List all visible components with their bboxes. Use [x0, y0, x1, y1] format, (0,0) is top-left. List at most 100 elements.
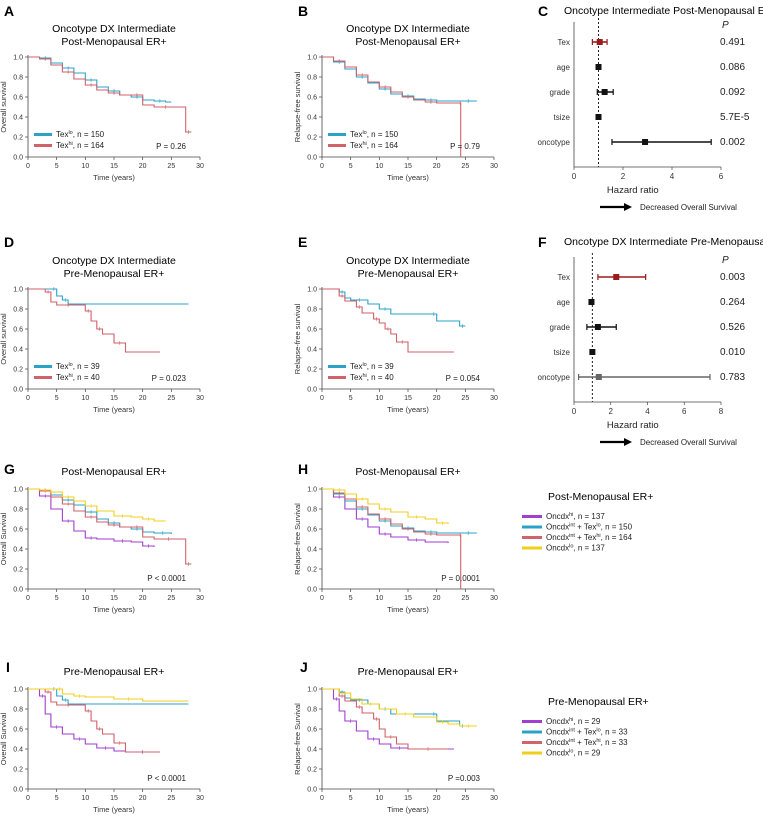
x-tick-label: 20 — [139, 795, 147, 802]
x-tick-label: 10 — [375, 795, 383, 802]
legend-entry-red-part: Tex — [56, 141, 68, 150]
row-label-Tex: Tex — [558, 38, 570, 47]
y-tick-label: 0.8 — [307, 507, 317, 514]
y-tick-label: 0.0 — [307, 155, 317, 162]
x-tick-label: 4 — [670, 172, 675, 181]
legend-entry-yellow-superscript: lo — [569, 544, 573, 550]
legend-entry-purple-superscript: hi — [569, 512, 573, 518]
chart-title: Post-Menopausal ER+ — [355, 466, 460, 478]
legend-entry-teal: Oncdxint + Texlo, n = 33 — [546, 728, 628, 737]
legend-entry-red-part: Tex — [584, 738, 596, 747]
panel-A: A Oncotype DX IntermediatePost-Menopausal… — [0, 3, 204, 182]
hr-point-oncotype — [595, 374, 602, 380]
y-tick-label: 0.0 — [307, 787, 317, 794]
km-curve-red — [322, 56, 462, 157]
x-tick-label: 15 — [110, 595, 118, 602]
chart-title-line1: Oncotype DX Intermediate — [52, 23, 176, 35]
legend-entry-yellow: Oncdxlo, n = 29 — [546, 749, 601, 758]
y-tick-label: 0.8 — [13, 307, 23, 314]
x-tick-label: 4 — [645, 407, 650, 416]
panel-label: B — [298, 3, 308, 19]
x-tick-label: 25 — [461, 595, 469, 602]
p-value-grade: 0.526 — [720, 322, 745, 333]
km-curve-yellow — [322, 488, 449, 524]
chart-title-line2: Pre-Menopausal ER+ — [64, 268, 165, 280]
x-axis-title: Hazard ratio — [607, 420, 659, 431]
legend-entry-teal-part: , n = 150 — [73, 130, 105, 139]
legend-entry-red: Oncdxint + Texhi, n = 164 — [546, 533, 633, 542]
legend-entry-teal-superscript: int — [569, 523, 575, 529]
p-value-tsize: 5.7E-5 — [720, 112, 750, 123]
y-tick-label: 1.0 — [307, 687, 317, 694]
legend-entry-purple-superscript: hi — [569, 717, 573, 723]
legend-entry-teal-part: , n = 39 — [73, 362, 100, 371]
legend-entry-red-superscript: hi — [68, 373, 72, 379]
x-tick-label: 5 — [349, 795, 353, 802]
panel-label: I — [6, 659, 10, 675]
legend-entry-yellow-part: Oncdx — [546, 544, 569, 553]
chart-title-line1: Oncotype DX Intermediate — [52, 255, 176, 267]
x-axis-title: Time (years) — [93, 405, 135, 414]
panel-J: J Pre-Menopausal ER+ 0 5 10 15 20 25 30 0.0 0.2 0.4… — [293, 659, 498, 814]
x-tick-label: 10 — [375, 395, 383, 402]
km-curve-yellow — [28, 688, 189, 702]
km-curve-red — [322, 488, 462, 589]
legend-title: Pre-Menopausal ER+ — [548, 696, 649, 708]
arrow-note: Decreased Overall Survival — [640, 438, 737, 447]
x-tick-label: 15 — [110, 395, 118, 402]
km-curve-red — [28, 56, 192, 133]
legend-entry-red: Oncdxint + Texhi, n = 33 — [546, 738, 628, 747]
x-tick-label: 0 — [320, 595, 324, 602]
y-axis-title: Overall Survival — [0, 512, 8, 565]
legend-IJ: Pre-Menopausal ER+Oncdxhi, n = 29Oncdxin… — [522, 696, 649, 758]
p-value: P = 0.26 — [156, 142, 186, 151]
x-tick-label: 2 — [621, 172, 626, 181]
p-header: P — [722, 20, 729, 31]
row-label-Tex: Tex — [558, 273, 570, 282]
legend-entry-red-superscript: hi — [362, 373, 366, 379]
p-value-grade: 0.092 — [720, 87, 745, 98]
chart-title: Oncotype DX Intermediate Pre-Menopausal … — [564, 236, 763, 248]
panel-H: H Post-Menopausal ER+ 0 5 10 15 20 25 30 0.0 0.2 0.… — [293, 461, 498, 614]
p-value-oncotype: 0.783 — [720, 372, 745, 383]
x-tick-label: 15 — [110, 163, 118, 170]
legend-entry-red: Texhi, n = 40 — [56, 373, 100, 382]
p-header: P — [722, 255, 729, 266]
arrow-note: Decreased Overall Survival — [640, 203, 737, 212]
y-tick-label: 0.6 — [307, 727, 317, 734]
legend-entry-teal-part: , n = 39 — [367, 362, 394, 371]
p-value-tsize: 0.010 — [720, 347, 745, 358]
km-curve-purple — [322, 688, 454, 750]
panel-label: A — [4, 3, 14, 19]
panel-label: D — [4, 234, 14, 250]
km-curve-red — [28, 288, 160, 353]
legend-entry-red: Texhi, n = 40 — [350, 373, 394, 382]
chart-title-line2: Post-Menopausal ER+ — [355, 36, 460, 48]
y-tick-label: 0.8 — [13, 707, 23, 714]
y-axis-title: Overall survival — [0, 81, 8, 133]
hr-point-age — [595, 64, 602, 70]
x-tick-label: 5 — [349, 395, 353, 402]
legend-entry-teal-superscript: int — [569, 728, 575, 734]
legend-entry-teal-part: , n = 33 — [601, 728, 628, 737]
x-tick-label: 25 — [461, 395, 469, 402]
y-tick-label: 0.6 — [13, 327, 23, 334]
row-label-tsize: tsize — [554, 113, 571, 122]
x-tick-label: 6 — [719, 172, 724, 181]
chart-title: Oncotype Intermediate Post-Menopausal ER… — [564, 5, 763, 17]
row-label-age: age — [557, 298, 571, 307]
y-tick-label: 1.0 — [13, 55, 23, 62]
hr-point-tsize — [589, 349, 596, 355]
panel-label: F — [538, 234, 547, 250]
x-tick-label: 0 — [26, 395, 30, 402]
x-tick-label: 20 — [433, 595, 441, 602]
y-tick-label: 0.0 — [307, 587, 317, 594]
x-tick-label: 30 — [490, 595, 498, 602]
row-label-oncotype: oncotype — [538, 138, 571, 147]
p-value: P < 0.0001 — [147, 574, 186, 583]
km-curve-teal — [322, 688, 466, 727]
x-tick-label: 20 — [139, 595, 147, 602]
x-tick-label: 15 — [404, 163, 412, 170]
y-tick-label: 0.2 — [13, 367, 23, 374]
legend-entry-teal-part: Oncdx — [546, 728, 569, 737]
